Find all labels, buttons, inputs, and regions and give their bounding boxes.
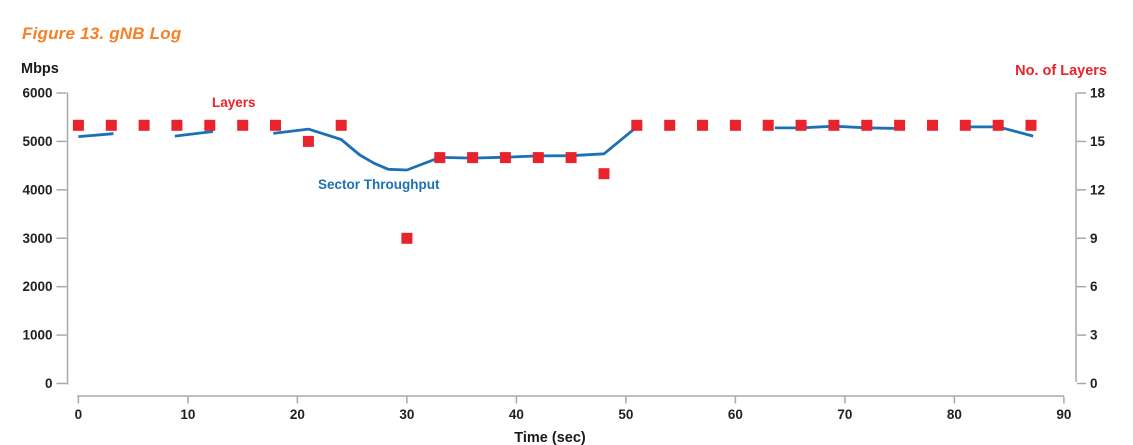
- layers-point-marker: [171, 119, 183, 131]
- layers-point-marker: [598, 168, 610, 180]
- right-axis-tick-label: 3: [1090, 328, 1098, 343]
- x-axis-tick-label: 70: [837, 407, 852, 422]
- layers-point-marker: [1025, 119, 1037, 131]
- right-axis-tick-label: 12: [1090, 182, 1105, 197]
- legend-label-layers: Layers: [212, 95, 256, 110]
- x-axis-tick-label: 30: [399, 407, 414, 422]
- layers-point-marker: [927, 119, 938, 131]
- axes: [66, 92, 1077, 397]
- layers-point-marker: [72, 119, 84, 131]
- left-axis-tick-label: 4000: [22, 182, 52, 197]
- x-axis-tick-label: 10: [180, 407, 195, 422]
- layers-point-marker: [434, 152, 446, 164]
- layers-point-marker: [204, 119, 216, 131]
- layers-point-marker: [828, 119, 840, 131]
- layers-point-marker: [532, 152, 544, 164]
- layers-point-marker: [664, 119, 676, 131]
- left-axis-tick-label: 2000: [22, 279, 52, 294]
- left-axis-tick-label: 5000: [22, 134, 52, 149]
- x-axis-tick-label: 40: [509, 407, 524, 422]
- right-axis-tick-label: 0: [1090, 376, 1098, 391]
- x-axis-tick-label: 50: [618, 407, 633, 422]
- left-axis-title: Mbps: [21, 61, 59, 77]
- layers-point-marker: [795, 119, 807, 131]
- right-axis-tick-label: 15: [1090, 134, 1106, 149]
- layers-point-marker: [861, 119, 873, 131]
- left-axis-tick-label: 0: [45, 376, 53, 391]
- x-axis-title: Time (sec): [514, 430, 586, 445]
- layers-point-marker: [138, 119, 150, 131]
- x-axis-tick-label: 0: [75, 407, 83, 422]
- layers-point-marker: [302, 135, 314, 147]
- layers-point-marker: [467, 152, 479, 164]
- layers-point-marker: [729, 119, 741, 131]
- layers-point-marker: [237, 119, 249, 131]
- left-axis-tick-label: 3000: [22, 231, 52, 246]
- x-axis-tick-label: 80: [947, 407, 962, 422]
- layers-point-marker: [335, 119, 347, 131]
- right-axis-tick-label: 9: [1090, 231, 1098, 246]
- legend-label-sector-throughput: Sector Throughput: [318, 177, 440, 192]
- layers-point-marker: [992, 119, 1004, 131]
- x-axis-tick-label: 20: [290, 407, 305, 422]
- figure-title: Figure 13. gNB Log: [22, 24, 182, 43]
- layers-point-marker: [697, 119, 708, 131]
- layers-point-marker: [105, 119, 117, 131]
- series-points-layers: [72, 119, 1037, 244]
- x-axis-tick-label: 90: [1056, 407, 1071, 422]
- right-axis-tick-label: 6: [1090, 279, 1098, 294]
- throughput-line-segment: [273, 125, 638, 172]
- layers-point-marker: [565, 152, 577, 164]
- layers-point-marker: [499, 152, 511, 164]
- left-axis-tick-label: 6000: [22, 86, 52, 101]
- right-axis-tick-label: 18: [1090, 86, 1106, 101]
- left-axis-tick-label: 1000: [22, 328, 52, 343]
- layers-point-marker: [401, 232, 413, 244]
- layers-point-marker: [959, 119, 971, 131]
- series-line-sector-throughput: [78, 124, 1034, 172]
- x-axis-tick-label: 60: [728, 407, 743, 422]
- layers-point-marker: [270, 119, 281, 131]
- right-axis-title: No. of Layers: [1015, 63, 1107, 79]
- throughput-line-segment: [174, 130, 214, 138]
- throughput-line-segment: [78, 132, 114, 138]
- layers-point-marker: [894, 119, 906, 131]
- layers-point-marker: [762, 119, 774, 131]
- layers-point-marker: [631, 119, 643, 131]
